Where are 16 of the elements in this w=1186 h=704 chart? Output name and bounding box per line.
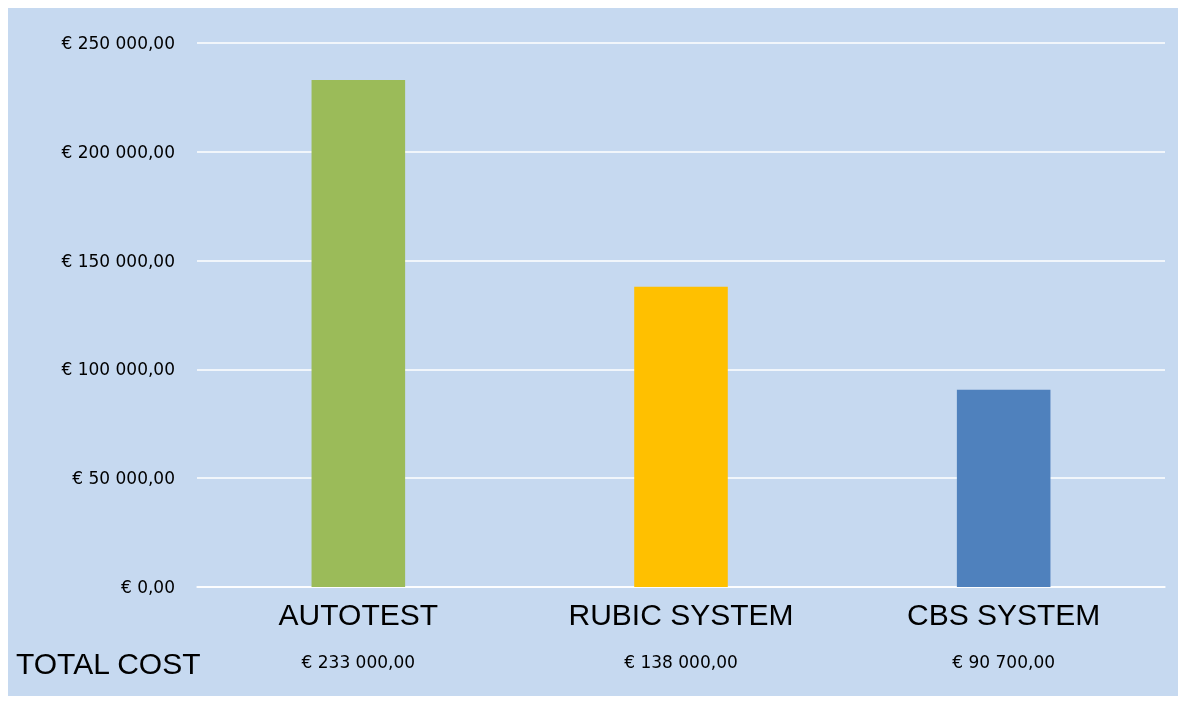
data-label: € 90 700,00 <box>952 651 1056 672</box>
y-tick-label: € 200 000,00 <box>61 141 175 162</box>
x-tick-label: CBS SYSTEM <box>906 597 1101 631</box>
bar <box>956 389 1051 587</box>
y-tick-label: € 250 000,00 <box>61 33 175 53</box>
y-tick-label: € 150 000,00 <box>61 250 175 271</box>
x-tick-label: AUTOTEST <box>278 597 439 631</box>
y-tick-label: € 100 000,00 <box>61 359 175 380</box>
x-tick-label: RUBIC SYSTEM <box>568 597 794 631</box>
data-label: € 138 000,00 <box>624 651 738 672</box>
y-tick-label: € 0,00 <box>120 577 175 597</box>
text: TOTAL COST <box>16 646 201 680</box>
data-label: € 233 000,00 <box>301 651 416 672</box>
y-tick-label: € 50 000,00 <box>72 468 175 489</box>
bar <box>634 286 728 587</box>
bar <box>311 79 406 587</box>
